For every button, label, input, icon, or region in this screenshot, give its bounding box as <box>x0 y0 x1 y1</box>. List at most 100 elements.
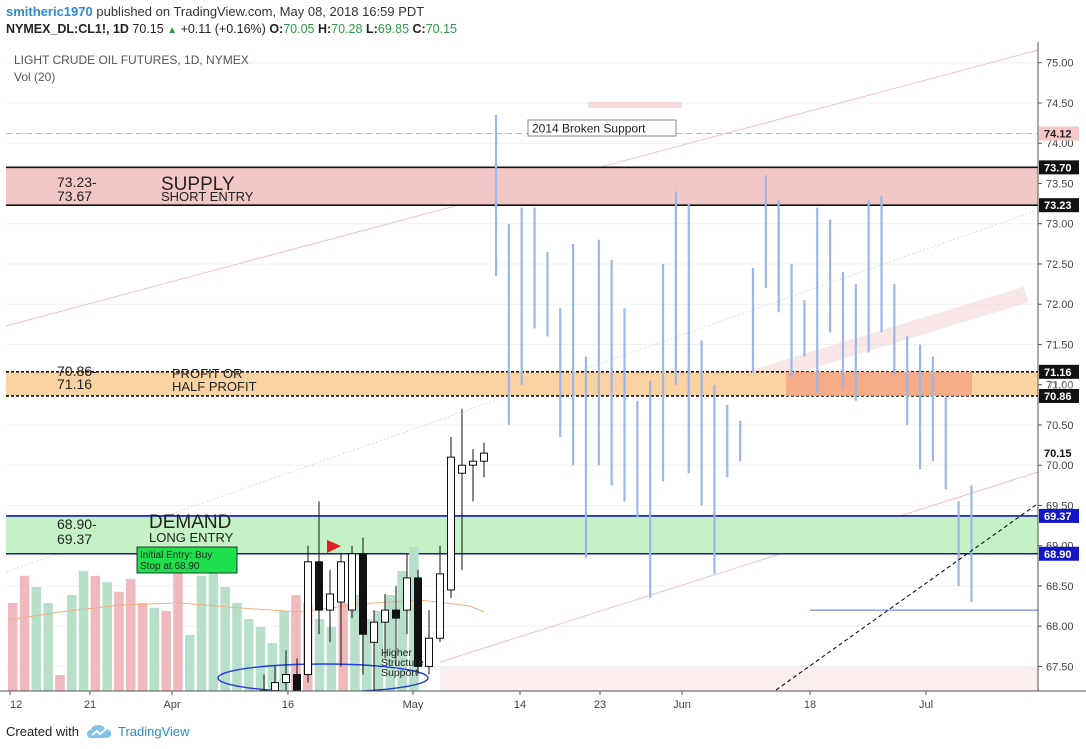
low-label: L: <box>365 22 378 36</box>
volume-bar <box>350 595 360 691</box>
price-label: 70.86 <box>1044 391 1072 403</box>
trendline <box>775 501 1041 691</box>
volume-bar <box>19 575 30 691</box>
volume-bar <box>161 611 171 691</box>
channel-band <box>717 286 1029 396</box>
tradingview-cloud-icon[interactable] <box>86 722 112 742</box>
structure-label: Support <box>381 667 418 679</box>
candle-body <box>469 460 477 466</box>
price-label: 73.70 <box>1044 162 1072 174</box>
time-tick-label: Apr <box>163 699 180 711</box>
price-label: 71.16 <box>1044 367 1072 379</box>
entry-label: Initial Entry: Buy <box>140 550 212 561</box>
profit-target-block <box>786 371 972 396</box>
price-label-box <box>1039 388 1079 403</box>
candle-body <box>414 577 422 667</box>
entry-label: Stop at 68.90 <box>140 561 200 572</box>
price-tick-label: 71.50 <box>1046 339 1074 351</box>
price-label-box <box>1039 546 1079 561</box>
volume-bar <box>326 627 337 691</box>
symbol-line: NYMEX_DL:CL1!, 1D 70.15 ▲ +0.11 (+0.16%)… <box>6 22 457 36</box>
time-tick-label: Jun <box>673 699 691 711</box>
candle-body <box>480 452 488 462</box>
time-tick-label: Jul <box>919 699 933 711</box>
volume-bar <box>31 587 42 691</box>
volume-bar <box>208 555 219 691</box>
volume-bar <box>126 579 136 691</box>
created-with-label: Created with <box>6 724 79 739</box>
candle-body <box>436 573 444 639</box>
entry-arrow-icon <box>327 540 341 553</box>
price-tick-label: 70.00 <box>1046 460 1074 472</box>
volume-bar <box>137 603 148 691</box>
indicator-label: Vol (20) <box>14 70 55 84</box>
price-label: 70.15 <box>1044 448 1072 460</box>
volume-bar <box>291 595 301 691</box>
supply-range-label: 73.67 <box>57 188 92 204</box>
candle-body <box>304 561 312 675</box>
time-tick-label: 21 <box>84 699 96 711</box>
supply-title: SUPPLY <box>161 174 235 195</box>
open-value: 70.05 <box>283 22 315 36</box>
volume-bar <box>78 571 89 691</box>
candle-body <box>458 464 466 474</box>
volume-bar <box>385 595 396 691</box>
close-value: 70.15 <box>425 22 457 36</box>
price-tick-label: 67.50 <box>1046 661 1074 673</box>
price-tick-label: 73.50 <box>1046 178 1074 190</box>
price-chart[interactable]: 2014 Broken Support 73.23-73.67 SUPPLYSHOR… <box>0 42 1086 716</box>
profit-range-label: 70.86- <box>57 363 97 379</box>
high-value: 70.28 <box>331 22 363 36</box>
low-value: 69.85 <box>377 22 410 36</box>
time-tick-label: 23 <box>594 699 606 711</box>
structure-label: Structure <box>381 657 424 669</box>
candle-body <box>271 682 279 692</box>
candle-body <box>348 553 356 611</box>
structure-label: Higher <box>381 647 412 659</box>
price-tick-label: 72.50 <box>1046 259 1074 271</box>
candle-body <box>282 674 290 684</box>
price-label-box <box>1039 126 1079 141</box>
demand-title: DEMAND <box>149 512 231 533</box>
open-label: O: <box>269 22 284 36</box>
volume-bar <box>338 603 348 691</box>
entry-box <box>136 546 238 574</box>
volume-bar <box>232 603 242 691</box>
volume-overlay-band <box>440 666 1038 692</box>
price-tick-label: 75.00 <box>1046 58 1074 70</box>
demand-subtitle: LONG ENTRY <box>149 530 234 545</box>
price-label: 74.12 <box>1044 129 1072 141</box>
time-axis <box>0 691 1086 716</box>
price-label-box <box>1039 160 1079 175</box>
price-tick-label: 70.50 <box>1046 420 1074 432</box>
candle-body <box>326 593 334 611</box>
volume-bar <box>196 575 207 691</box>
broken-support-box <box>527 119 677 137</box>
volume-bar <box>43 603 53 691</box>
volume-bar <box>373 611 384 691</box>
volume-bar <box>173 571 183 691</box>
volume-bar <box>8 603 18 691</box>
username-link[interactable]: smitheric1970 <box>6 4 93 19</box>
volume-bar <box>102 582 112 691</box>
price-axis-side-label: 71.00 <box>1048 381 1073 392</box>
chart-header: smitheric1970 published on TradingView.c… <box>0 0 1086 42</box>
volume-bar <box>67 595 77 691</box>
time-tick-label: 14 <box>514 699 526 711</box>
tradingview-brand-link[interactable]: TradingView <box>118 724 190 739</box>
volume-bar <box>90 575 101 691</box>
price-label-box <box>1039 198 1079 213</box>
candle-body <box>392 609 400 619</box>
demand-range-label: 68.90- <box>57 516 97 532</box>
volume-bar <box>314 619 325 691</box>
volume-bar <box>244 619 254 691</box>
volume-bar <box>255 627 266 691</box>
volume-bar <box>55 675 65 691</box>
time-tick-label: 16 <box>282 699 294 711</box>
time-tick-label: May <box>403 699 424 711</box>
price-tick-label: 74.50 <box>1046 98 1074 110</box>
price-label: 69.37 <box>1044 511 1072 523</box>
price-label: 68.90 <box>1044 549 1072 561</box>
candle-body <box>425 637 433 667</box>
chart-title: LIGHT CRUDE OIL FUTURES, 1D, NYMEX <box>14 53 249 67</box>
